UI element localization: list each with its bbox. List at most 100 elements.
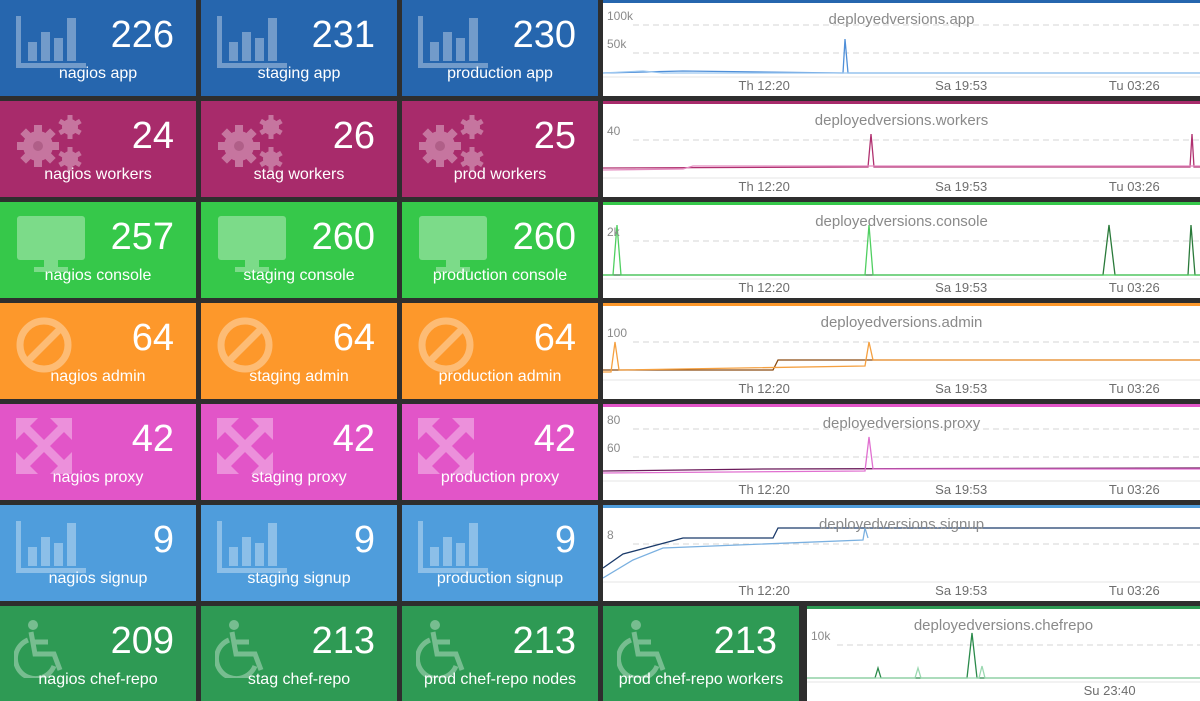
graph-panel[interactable]: deployedversions.admin 100 Th 12:20 Sa 19:5… <box>603 303 1200 399</box>
x-tick-label: Th 12:20 <box>738 482 790 497</box>
metric-label: production app <box>447 65 553 82</box>
metric-label: nagios proxy <box>52 469 144 486</box>
wheelchair-icon <box>14 618 88 678</box>
x-tick-label: Th 12:20 <box>738 583 790 598</box>
bar-chart-icon <box>14 12 88 72</box>
metric-tile-production-proxy[interactable]: 42 production proxy <box>402 404 598 500</box>
metric-tile-staging-app[interactable]: 231 staging app <box>201 0 397 96</box>
graph-plot <box>603 341 1200 381</box>
expand-arrows-icon <box>416 416 490 476</box>
metric-tile-staging-proxy[interactable]: 42 staging proxy <box>201 404 397 500</box>
x-tick-label: Tu 03:26 <box>1108 280 1160 295</box>
graph-panel[interactable]: deployedversions.workers 40 Th 12:20 Sa 19:… <box>603 101 1200 197</box>
series-line-1 <box>603 38 1200 74</box>
x-tick-label: Sa 19:53 <box>935 78 988 93</box>
bar-chart-icon <box>14 517 88 577</box>
bar-chart-icon <box>416 517 490 577</box>
metric-value: 64 <box>533 317 576 359</box>
metric-label: production console <box>432 267 568 284</box>
x-tick-label: Tu 03:26 <box>1108 583 1160 598</box>
metric-tile-staging-signup[interactable]: 9 staging signup <box>201 505 397 601</box>
graph-title: deployedversions.console <box>815 213 988 230</box>
graph-title: deployedversions.app <box>828 11 975 28</box>
metric-label: staging admin <box>249 368 349 385</box>
y-tick-label: 60 <box>607 441 621 455</box>
series-line-2 <box>603 165 1200 171</box>
x-tick-label: Tu 03:26 <box>1108 179 1160 194</box>
metric-tile-nagios-workers[interactable]: 24 nagios workers <box>0 101 196 197</box>
y-tick-label: 2k <box>607 225 620 239</box>
graph-title: deployedversions.workers <box>814 112 989 129</box>
monitor-icon <box>416 214 490 274</box>
metric-tile-nagios-admin[interactable]: 64 nagios admin <box>0 303 196 399</box>
metric-tile-prod-chef-repo-nodes[interactable]: 213 prod chef-repo nodes <box>402 606 598 701</box>
expand-arrows-icon <box>215 416 289 476</box>
y-tick-label: 100k <box>607 9 634 23</box>
x-tick-label: Tu 03:26 <box>1108 381 1160 396</box>
graph-panel[interactable]: deployedversions.console 2k Th 12:20 Sa 19:… <box>603 202 1200 298</box>
metric-tile-staging-admin[interactable]: 64 staging admin <box>201 303 397 399</box>
metric-tile-nagios-app[interactable]: 226 nagios app <box>0 0 196 96</box>
metric-label: nagios admin <box>50 368 146 385</box>
metric-value: 26 <box>332 115 375 157</box>
metric-value: 231 <box>311 14 375 56</box>
metric-value: 260 <box>512 216 576 258</box>
x-tick-label: Sa 19:53 <box>935 381 988 396</box>
metric-value: 226 <box>110 14 174 56</box>
metric-label: stag chef-repo <box>247 671 351 688</box>
x-tick-label: Sa 19:53 <box>935 482 988 497</box>
gears-icon <box>416 113 490 173</box>
series-line-2 <box>603 70 1200 74</box>
metric-value: 64 <box>332 317 375 359</box>
series-line-2 <box>603 436 1200 474</box>
x-tick-label: Sa 19:53 <box>935 583 988 598</box>
metric-value: 24 <box>131 115 174 157</box>
x-tick-label: Th 12:20 <box>738 381 790 396</box>
metric-tile-production-admin[interactable]: 64 production admin <box>402 303 598 399</box>
metric-label: nagios console <box>44 267 152 284</box>
graph-panel[interactable]: deployedversions.app 100k 50k Th 12:20 Sa 19… <box>603 0 1200 96</box>
wheelchair-icon <box>617 618 691 678</box>
metric-tile-staging-console[interactable]: 260 staging console <box>201 202 397 298</box>
graph-title: deployedversions.admin <box>820 314 983 331</box>
metric-tile-production-app[interactable]: 230 production app <box>402 0 598 96</box>
graph-panel[interactable]: deployedversions.chefrepo 10k Su 23:40 <box>807 606 1200 701</box>
metric-value: 213 <box>311 620 375 662</box>
graph-panel[interactable]: deployedversions.signup 8 Th 12:20 Sa 19:53… <box>603 505 1200 601</box>
metric-label: staging app <box>257 65 341 82</box>
metric-label: staging signup <box>247 570 351 587</box>
metric-tile-production-signup[interactable]: 9 production signup <box>402 505 598 601</box>
graph-plot <box>603 428 1200 482</box>
series-line-2 <box>603 341 1200 373</box>
monitor-icon <box>215 214 289 274</box>
x-tick-label: Sa 19:53 <box>935 179 988 194</box>
metric-label: production admin <box>438 368 562 385</box>
metric-tile-prod-workers[interactable]: 25 prod workers <box>402 101 598 197</box>
metric-tile-nagios-proxy[interactable]: 42 nagios proxy <box>0 404 196 500</box>
wheelchair-icon <box>215 618 289 678</box>
series-line-1 <box>603 467 1200 472</box>
bar-chart-icon <box>416 12 490 72</box>
series-line-1 <box>603 224 1200 276</box>
y-tick-label: 50k <box>607 37 627 51</box>
metric-label: production proxy <box>440 469 560 486</box>
metric-tile-nagios-chef-repo[interactable]: 209 nagios chef-repo <box>0 606 196 701</box>
metric-label: prod chef-repo nodes <box>423 671 577 688</box>
metric-tile-nagios-signup[interactable]: 9 nagios signup <box>0 505 196 601</box>
x-tick-label: Th 12:20 <box>738 78 790 93</box>
graph-panel[interactable]: deployedversions.proxy 80 60 Th 12:20 Sa 19:… <box>603 404 1200 500</box>
metric-tile-prod-chef-repo-workers[interactable]: 213 prod chef-repo workers <box>603 606 799 701</box>
y-tick-label: 10k <box>811 629 831 643</box>
y-tick-label: 80 <box>607 413 621 427</box>
metric-tile-nagios-console[interactable]: 257 nagios console <box>0 202 196 298</box>
ban-icon <box>416 315 490 375</box>
metric-value: 230 <box>512 14 576 56</box>
metric-tile-stag-chef-repo[interactable]: 213 stag chef-repo <box>201 606 397 701</box>
y-tick-label: 8 <box>607 528 614 542</box>
metric-tile-production-console[interactable]: 260 production console <box>402 202 598 298</box>
metric-label: nagios chef-repo <box>38 671 158 688</box>
x-tick-label: Su 23:40 <box>1083 683 1136 698</box>
y-tick-label: 100 <box>607 326 628 340</box>
expand-arrows-icon <box>14 416 88 476</box>
metric-tile-stag-workers[interactable]: 26 stag workers <box>201 101 397 197</box>
